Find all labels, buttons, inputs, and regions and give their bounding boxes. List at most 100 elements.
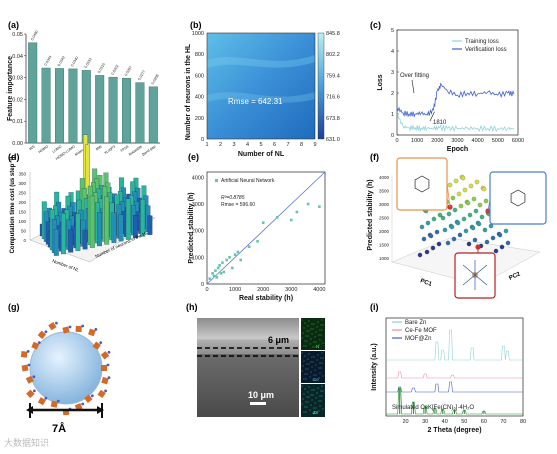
d-ztick-label: 350 [18, 172, 26, 177]
g-atom [26, 350, 30, 353]
h-eds-dot [306, 340, 308, 342]
g-octahedron [25, 375, 34, 384]
a-category-label: LUMO [52, 144, 63, 153]
h-eds-dot [311, 356, 313, 358]
a-bar-value-label: 0.0297 [124, 65, 133, 77]
f-ztick-label: 3500 [379, 189, 390, 194]
f-ylabel: PC2 [508, 271, 522, 282]
f-ztick-label: 2500 [379, 216, 390, 221]
f-point [499, 244, 505, 250]
h-eds-dot [319, 395, 321, 397]
e-point [208, 277, 212, 280]
h-eds-dot [322, 357, 324, 359]
b-xtick-label: 8 [300, 142, 303, 148]
f-point [503, 228, 509, 234]
e-point [221, 261, 224, 264]
f-point [440, 215, 446, 221]
f-point [471, 196, 477, 202]
i-xtick-label: 60 [481, 419, 487, 425]
panel-f-label: (f) [370, 152, 379, 162]
e-point [275, 216, 279, 219]
h-eds-dot [322, 390, 324, 392]
h-eds-dot [319, 362, 321, 364]
h-eds-dot [321, 362, 323, 364]
a-bar-value-label: 0.0340 [70, 56, 79, 68]
h-eds-dot [314, 369, 316, 371]
g-atom [94, 328, 98, 331]
a-bar-value-label: 0.0333 [84, 57, 93, 69]
d-ztick-label: 100 [18, 219, 26, 224]
d-bar [140, 199, 146, 237]
d-ztick-label: 150 [18, 210, 26, 215]
f-point [477, 202, 483, 208]
h-eds-dot [307, 401, 309, 403]
h-eds-dot [322, 324, 324, 326]
h-eds-dot [304, 406, 306, 408]
e-ytick-label: 2000 [192, 229, 204, 235]
g-atom [27, 363, 31, 367]
f-point [424, 249, 430, 255]
b-xtick-label: 4 [246, 142, 249, 148]
e-xtick-label: 0 [205, 287, 208, 293]
h-eds-dot [311, 399, 313, 401]
i-legend-label: Ce-Fe MOF [405, 328, 437, 334]
h-eds-dot [320, 400, 322, 402]
h-eds-dot [306, 406, 308, 408]
g-atom [33, 389, 36, 393]
a-category-label: XLogP3 [103, 145, 116, 156]
h-eds-dot [318, 377, 320, 379]
c-epoch-annotation: 1810 [433, 120, 447, 126]
h-eds-dot [307, 391, 309, 393]
f-point [452, 207, 458, 213]
f-point [447, 182, 453, 188]
f-point [462, 187, 468, 193]
h-eds-dot [316, 359, 318, 361]
f-cyanide-ligand [474, 274, 488, 286]
c-overfitting-annotation: Over fitting [400, 73, 429, 79]
f-point [474, 179, 480, 185]
f-point [455, 220, 461, 226]
h-eds-dot [304, 322, 306, 324]
f-point [434, 229, 440, 235]
h-eds-dot [315, 341, 317, 343]
f-point [458, 203, 464, 209]
f-point [473, 208, 479, 214]
g-octahedron [84, 394, 93, 403]
f-point [470, 225, 476, 231]
f-point [453, 178, 459, 184]
c-legend-label: Verification loss [465, 47, 507, 53]
panel-g-structure: 7Å [20, 321, 111, 435]
i-xtick-label: 20 [403, 419, 409, 425]
a-bar-value-label: 0.0277 [137, 70, 146, 82]
h-eds-dot [322, 342, 324, 344]
f-point [484, 239, 490, 245]
h-eds-dot [302, 398, 304, 400]
f-ztick-label: 4000 [379, 175, 390, 180]
h-eds-dot [310, 338, 312, 340]
e-point [289, 218, 293, 222]
g-atom [99, 341, 103, 345]
a-category-label: HOMO [38, 144, 50, 154]
h-eds-dot [315, 407, 317, 409]
e-xtick-label: 4000 [313, 287, 325, 293]
d-bar [82, 229, 88, 250]
g-atom [81, 324, 85, 328]
c-series-line-training [396, 113, 515, 133]
heatmap-colorbar [317, 32, 325, 140]
i-xtick-label: 40 [442, 419, 448, 425]
scale-bar [250, 402, 266, 405]
g-octahedron [88, 328, 96, 337]
panel-i-xrd: 20 30 40 50 60 70 80 Bare Zn Ce-Fe MOF MOF@Zn Simu… [371, 317, 526, 434]
h-eds-dot [311, 366, 313, 368]
panel-h-label: (h) [186, 302, 198, 312]
h-eds-dot [311, 333, 313, 335]
b-ytick-label: 400 [195, 95, 204, 101]
f-point [497, 232, 503, 238]
e-point [214, 269, 217, 272]
e-xtick-label: 1000 [229, 287, 241, 293]
c-legend-label: Training loss [465, 39, 499, 45]
h-eds-dot [312, 412, 314, 414]
eds-label-n: N [316, 344, 319, 349]
g-octahedron [50, 400, 58, 408]
panel-h-sem: 6 μm 10 μm N Ce Zn [197, 318, 325, 417]
